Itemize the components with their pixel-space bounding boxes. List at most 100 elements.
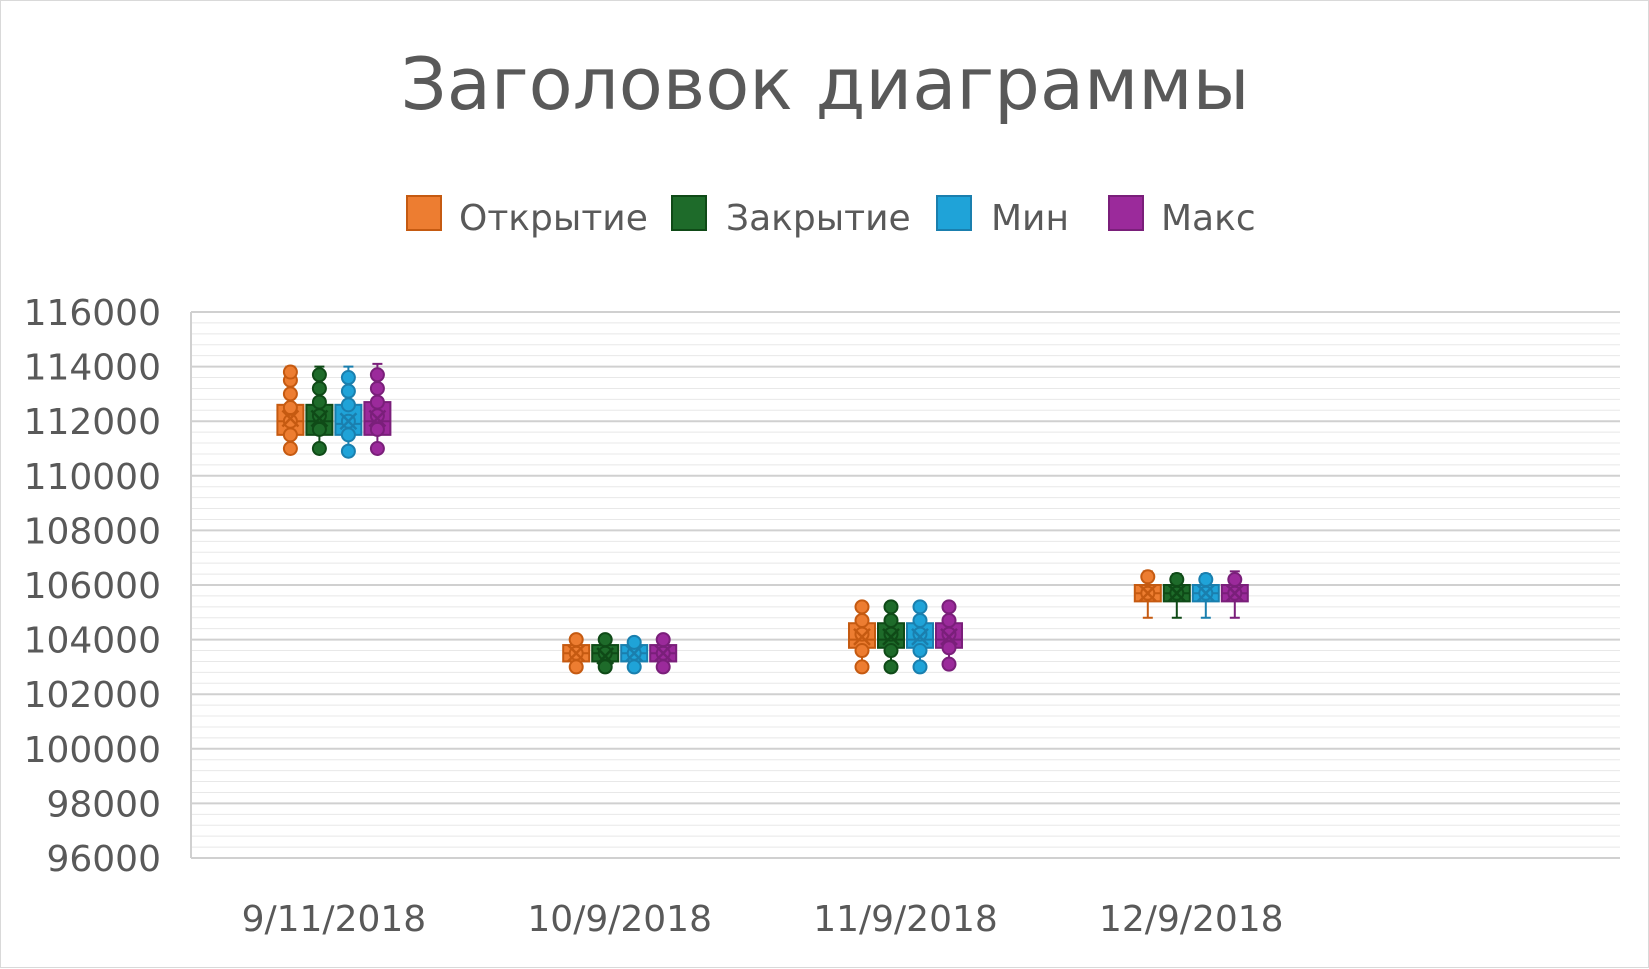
data-point bbox=[883, 612, 899, 628]
data-point bbox=[912, 626, 928, 642]
data-point bbox=[655, 632, 671, 648]
data-point bbox=[340, 370, 356, 386]
data-point bbox=[597, 659, 613, 675]
y-tick-label: 100000 bbox=[24, 730, 161, 771]
data-point bbox=[854, 659, 870, 675]
y-tick-label: 102000 bbox=[24, 675, 161, 716]
box-group bbox=[276, 364, 305, 456]
mean-marker bbox=[567, 644, 586, 663]
data-point bbox=[340, 397, 356, 413]
mean-marker bbox=[368, 409, 387, 428]
data-point bbox=[912, 659, 928, 675]
data-point bbox=[282, 441, 298, 456]
data-point bbox=[912, 599, 928, 615]
mean-marker bbox=[911, 627, 929, 646]
y-tick-label: 106000 bbox=[24, 566, 161, 607]
data-point bbox=[941, 612, 957, 628]
data-point bbox=[912, 612, 928, 628]
mean-marker bbox=[596, 647, 615, 665]
mean-marker bbox=[1167, 584, 1186, 603]
mean-marker bbox=[625, 644, 644, 663]
data-point bbox=[1198, 572, 1214, 588]
data-point bbox=[941, 656, 957, 672]
x-tick-label: 12/9/2018 bbox=[1099, 899, 1284, 940]
legend-label: Макс bbox=[1161, 198, 1256, 239]
data-point bbox=[597, 645, 613, 661]
grid-layer bbox=[191, 311, 1620, 859]
data-point bbox=[311, 408, 327, 424]
box-group bbox=[935, 599, 963, 672]
data-point bbox=[1227, 572, 1243, 588]
y-tick-label: 108000 bbox=[24, 511, 161, 552]
data-point bbox=[340, 427, 356, 443]
box-group bbox=[877, 599, 905, 675]
y-tick-label: 104000 bbox=[24, 621, 161, 662]
data-point bbox=[597, 632, 613, 648]
box-group bbox=[1191, 572, 1220, 619]
data-point bbox=[912, 643, 928, 659]
mean-marker bbox=[1138, 584, 1157, 603]
y-axis: 116000 114000 112000 110000 108000 106000 1040… bbox=[24, 293, 192, 880]
x-axis: 9/11/2018 10/9/2018 11/9/2018 12/9/2018 bbox=[191, 857, 1620, 940]
box-group bbox=[649, 632, 678, 675]
data-point bbox=[883, 643, 899, 659]
box-group bbox=[363, 362, 392, 456]
y-tick-label: 96000 bbox=[46, 839, 161, 880]
data-point bbox=[311, 367, 327, 383]
box-group bbox=[1162, 572, 1191, 619]
data-point bbox=[282, 413, 298, 429]
mean-marker bbox=[281, 409, 300, 428]
data-point bbox=[568, 659, 584, 675]
x-tick-label: 9/11/2018 bbox=[242, 899, 427, 940]
data-point bbox=[369, 394, 385, 410]
box-group bbox=[906, 599, 934, 675]
mean-marker bbox=[339, 412, 358, 431]
data-point bbox=[854, 612, 870, 628]
box-group bbox=[1133, 569, 1162, 619]
box-group bbox=[591, 632, 620, 675]
legend-label: Открытие bbox=[459, 198, 648, 239]
y-tick-label: 98000 bbox=[46, 784, 161, 825]
data-point bbox=[282, 400, 298, 416]
legend-swatch bbox=[936, 195, 972, 231]
x-tick-label: 10/9/2018 bbox=[527, 899, 712, 940]
mean-marker bbox=[310, 409, 329, 428]
legend-label: Закрытие bbox=[726, 198, 911, 239]
mean-marker bbox=[1225, 584, 1244, 603]
data-point bbox=[311, 380, 327, 396]
data-point bbox=[854, 599, 870, 615]
data-point bbox=[369, 380, 385, 396]
data-point bbox=[883, 659, 899, 675]
mean-marker bbox=[654, 644, 673, 663]
box-group bbox=[562, 632, 591, 675]
data-point bbox=[883, 626, 899, 642]
mean-marker bbox=[940, 627, 958, 646]
box-group bbox=[305, 365, 334, 456]
data-point bbox=[1169, 572, 1185, 588]
data-point bbox=[1140, 569, 1156, 585]
legend-swatch bbox=[406, 195, 442, 231]
data-point bbox=[941, 626, 957, 642]
legend-swatch bbox=[1108, 195, 1144, 231]
y-tick-label: 112000 bbox=[24, 402, 161, 443]
y-tick-label: 116000 bbox=[24, 293, 161, 334]
legend-swatch bbox=[671, 195, 707, 231]
data-point bbox=[282, 427, 298, 443]
data-point bbox=[883, 599, 899, 615]
data-point bbox=[369, 441, 385, 456]
chart-title: Заголовок диаграммы bbox=[401, 42, 1250, 126]
data-point bbox=[369, 421, 385, 437]
mean-marker bbox=[882, 627, 900, 646]
data-point bbox=[626, 659, 642, 675]
data-point bbox=[369, 367, 385, 383]
data-point bbox=[854, 643, 870, 659]
data-point bbox=[941, 640, 957, 656]
data-point bbox=[568, 632, 584, 648]
data-point bbox=[655, 659, 671, 675]
data-point bbox=[340, 383, 356, 399]
mean-marker bbox=[853, 627, 871, 646]
data-point bbox=[311, 421, 327, 437]
data-point bbox=[311, 441, 327, 456]
